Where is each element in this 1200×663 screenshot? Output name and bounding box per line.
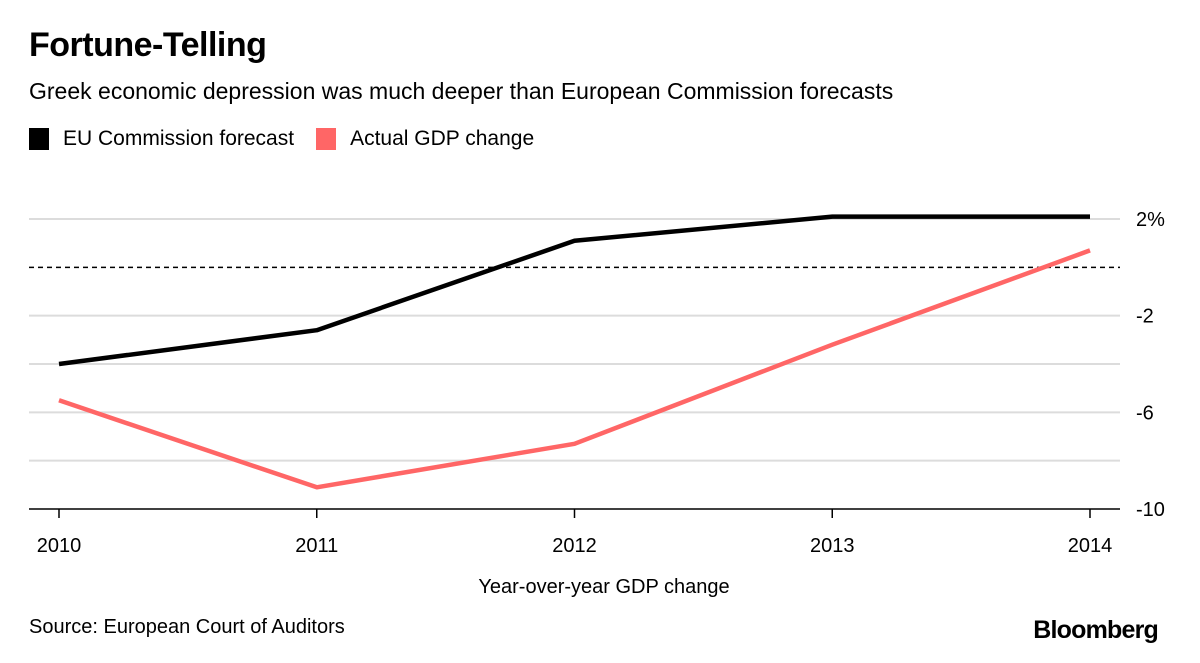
y-tick-label: 2% — [1136, 209, 1165, 231]
chart-title: Fortune-Telling — [29, 26, 267, 64]
chart-subtitle: Greek economic depression was much deepe… — [29, 78, 894, 104]
x-tick-label: 2013 — [810, 535, 855, 557]
x-axis-label: Year-over-year GDP change — [478, 576, 729, 598]
legend-swatch-forecast — [29, 128, 49, 150]
y-tick-label: -6 — [1136, 402, 1154, 424]
axes — [29, 508, 1120, 518]
legend-label-actual: Actual GDP change — [350, 127, 535, 150]
legend-label-forecast: EU Commission forecast — [63, 127, 295, 150]
x-tick-label: 2011 — [295, 535, 338, 557]
legend-item-forecast: EU Commission forecast — [29, 127, 294, 151]
series-lines — [58, 214, 1091, 490]
series-line-forecast — [58, 214, 1090, 367]
x-tick-label: 2010 — [37, 535, 82, 557]
y-tick-label: -2 — [1136, 306, 1154, 328]
brand-logo: Bloomberg — [1033, 616, 1159, 644]
x-tick-label: 2012 — [552, 535, 597, 557]
legend-item-actual: Actual GDP change — [316, 127, 534, 151]
source-note: Source: European Court of Auditors — [29, 616, 345, 638]
gridlines — [29, 218, 1120, 462]
series-line-actual — [58, 248, 1091, 490]
legend: EU Commission forecast Actual GDP change — [29, 127, 556, 151]
tick-labels: 2% -2 -6 -10 2010 2011 2012 2013 2014 — [37, 209, 1165, 557]
legend-swatch-actual — [316, 128, 337, 150]
y-tick-label: -10 — [1136, 499, 1165, 521]
x-tick-label: 2014 — [1068, 535, 1113, 557]
